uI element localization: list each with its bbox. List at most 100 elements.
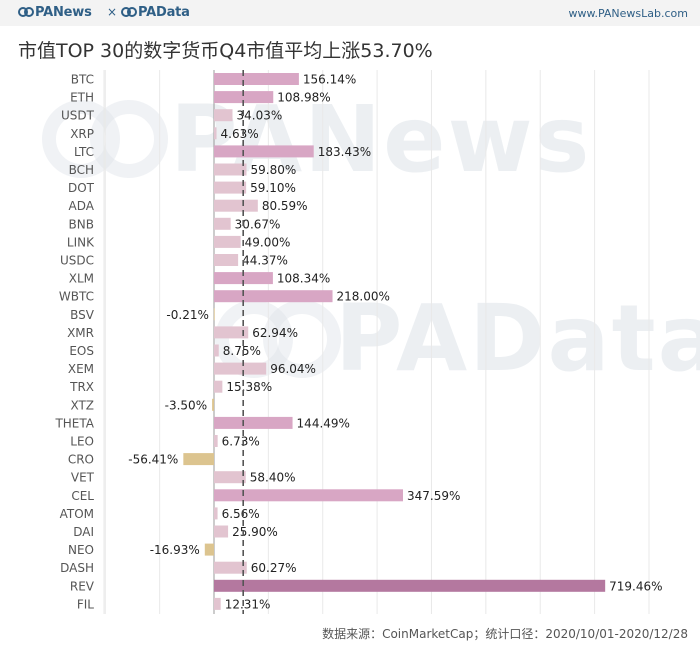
bar — [214, 471, 246, 484]
padata-logo-icon — [121, 7, 137, 17]
data-label: 6.56% — [222, 507, 260, 521]
category-label: DAI — [73, 525, 94, 539]
bar — [214, 435, 218, 447]
category-label: ATOM — [60, 507, 94, 521]
brand-secondary-text: PAData — [138, 5, 190, 20]
category-label: CRO — [68, 453, 94, 467]
category-label: LTC — [74, 145, 94, 159]
data-label: 108.34% — [277, 272, 330, 286]
category-label: NEO — [68, 543, 94, 557]
data-label: 59.80% — [251, 163, 297, 177]
category-label: XRP — [70, 127, 94, 141]
category-label: XEM — [68, 362, 94, 376]
data-label: -56.41% — [128, 453, 178, 467]
bar — [214, 597, 221, 610]
category-label: TRX — [69, 380, 94, 394]
data-source-note: 数据来源：CoinMarketCap；统计口径：2020/10/01-2020/… — [322, 627, 688, 641]
bar — [204, 543, 214, 556]
site-url-link[interactable]: www.PANewsLab.com — [568, 7, 689, 20]
data-label: 49.00% — [245, 235, 291, 249]
bar — [214, 91, 274, 104]
data-label: 108.98% — [277, 91, 330, 105]
bar — [214, 181, 247, 194]
bar — [214, 507, 218, 520]
bar — [214, 380, 223, 393]
category-label: ADA — [69, 199, 95, 213]
data-label: 59.10% — [250, 181, 296, 195]
category-label: ETH — [70, 91, 94, 105]
bar — [214, 127, 217, 140]
data-label: 25.90% — [232, 525, 278, 539]
category-label: XTZ — [70, 398, 94, 412]
category-label: VET — [71, 471, 95, 485]
bar — [213, 308, 215, 321]
category-label: XMR — [67, 326, 94, 340]
category-label: EOS — [69, 344, 94, 358]
padata-logo[interactable]: PAData — [121, 5, 190, 20]
bar — [183, 453, 214, 466]
bar — [214, 290, 333, 303]
bar — [214, 362, 267, 375]
bar — [214, 326, 249, 339]
data-label: 8.75% — [223, 344, 261, 358]
category-label: XLM — [69, 272, 94, 286]
data-label: 62.94% — [252, 326, 298, 340]
data-label: 44.37% — [242, 254, 288, 268]
category-label: LINK — [67, 235, 95, 249]
watermark-padata: PAData — [335, 285, 700, 392]
brand-primary-text: PANews — [35, 5, 92, 20]
category-label: BCH — [69, 163, 94, 177]
data-label: 144.49% — [297, 416, 350, 430]
chart-title: 市值TOP 30的数字货币Q4市值平均上涨53.70% — [18, 40, 433, 62]
data-label: 60.27% — [251, 561, 297, 575]
category-label: USDT — [61, 109, 95, 123]
category-label: DOT — [68, 181, 95, 195]
category-label: THETA — [54, 416, 94, 430]
data-label: 96.04% — [270, 362, 316, 376]
bar — [214, 145, 314, 158]
bar — [214, 344, 219, 357]
data-label: 719.46% — [609, 579, 662, 593]
bar — [214, 199, 258, 212]
category-label: BTC — [71, 73, 94, 87]
bar — [214, 525, 229, 538]
data-label: 4.63% — [221, 127, 259, 141]
data-label: 6.73% — [222, 435, 260, 449]
panews-logo[interactable]: PANews — [18, 5, 92, 20]
data-label: 156.14% — [303, 73, 356, 87]
bar — [214, 416, 293, 429]
panews-logo-icon — [18, 7, 34, 17]
category-label: WBTC — [59, 290, 94, 304]
data-label: 218.00% — [337, 290, 390, 304]
data-label: -3.50% — [165, 398, 207, 412]
header-bar: PANews × PAData www.PANewsLab.com — [0, 0, 700, 26]
category-label: DASH — [60, 561, 94, 575]
bar — [214, 217, 231, 230]
category-label: BNB — [69, 217, 94, 231]
data-label: 15.38% — [226, 380, 272, 394]
category-label: CEL — [71, 489, 94, 503]
data-label: -16.93% — [150, 543, 200, 557]
data-label: 34.03% — [237, 109, 283, 123]
bar — [214, 254, 239, 266]
bar — [214, 109, 233, 122]
bar — [214, 272, 273, 285]
brand-separator: × — [107, 5, 118, 19]
data-label: 58.40% — [250, 471, 296, 485]
bar — [214, 579, 606, 592]
category-label: REV — [70, 579, 95, 593]
bar — [212, 398, 214, 411]
category-label: FIL — [77, 597, 94, 611]
category-label: LEO — [70, 435, 94, 449]
bar — [214, 73, 299, 85]
bar — [214, 235, 241, 248]
bar — [214, 561, 247, 574]
category-label: BSV — [70, 308, 95, 322]
data-label: -0.21% — [166, 308, 208, 322]
data-label: 347.59% — [407, 489, 460, 503]
data-label: 12.31% — [225, 597, 271, 611]
data-label: 183.43% — [318, 145, 371, 159]
bar — [214, 163, 247, 176]
category-label: USDC — [60, 254, 94, 268]
